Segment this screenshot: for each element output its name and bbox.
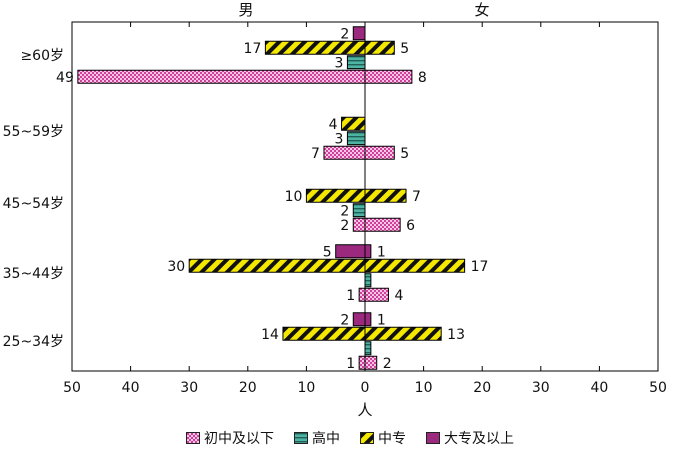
data-label-male: 3 [334, 131, 343, 147]
category-label: 55~59岁 [3, 124, 64, 140]
x-tick-label: 30 [532, 380, 550, 396]
bar-male-junior-high [77, 69, 366, 84]
data-label-female: 17 [471, 259, 489, 275]
bar-male-high-school [346, 131, 366, 146]
data-label-male: 5 [323, 244, 332, 260]
x-tick-label: 0 [361, 380, 370, 396]
data-label-male: 49 [56, 70, 74, 86]
x-tick-label: 40 [590, 380, 608, 396]
legend-label-vocational: 中专 [378, 431, 406, 447]
bar-male-high-school [346, 55, 366, 70]
bar-female-junior-high [364, 69, 413, 84]
data-label-female: 1 [377, 244, 386, 260]
butterfly-bar-chart: 男 女 人 50 40 30 20 10 0 10 20 30 40 50 ≥60岁55~59岁45… [3, 1, 667, 419]
x-tick-label: 10 [297, 380, 315, 396]
bar-male-vocational [305, 188, 366, 203]
bar-male-vocational [341, 116, 366, 131]
data-label-male: 3 [334, 55, 343, 71]
bar-female-high-school [364, 273, 372, 288]
bar-male-college [335, 244, 366, 259]
bar-female-junior-high [364, 355, 378, 370]
bar-female-vocational [364, 258, 466, 273]
bar-male-high-school [352, 203, 366, 218]
legend-label-high-school: 高中 [312, 431, 340, 447]
right-side-label: 女 [474, 1, 489, 19]
category-label: 45~54岁 [3, 196, 64, 212]
legend-item-junior-high: 初中及以下 [186, 428, 274, 448]
data-label-male: 7 [311, 146, 320, 162]
data-label-male: 2 [340, 218, 349, 234]
bar-male-junior-high [323, 145, 366, 160]
data-label-female: 8 [418, 70, 427, 86]
category-label: 25~34岁 [3, 334, 64, 350]
bar-male-junior-high [358, 355, 366, 370]
bar-male-junior-high [358, 287, 366, 302]
data-label-male: 17 [244, 41, 262, 57]
bar-male-college [352, 26, 366, 41]
x-tick-label: 40 [122, 380, 140, 396]
legend-item-high-school: 高中 [294, 428, 340, 448]
left-side-label: 男 [238, 1, 253, 19]
data-label-male: 10 [285, 189, 303, 205]
bar-female-vocational [364, 188, 407, 203]
x-tick-label: 50 [63, 380, 81, 396]
category-label: ≥60岁 [20, 48, 64, 64]
data-label-male: 2 [340, 203, 349, 219]
x-tick-label: 50 [649, 380, 667, 396]
data-label-male: 1 [346, 356, 355, 372]
data-label-female: 13 [447, 327, 465, 343]
legend-label-college: 大专及以上 [444, 431, 514, 447]
legend-swatch-diagonal [360, 432, 374, 444]
bar-female-college [364, 312, 372, 327]
bar-female-junior-high [364, 287, 389, 302]
legend-swatch-hlines [294, 432, 308, 444]
legend: 初中及以下 高中 中专 大专及以上 [0, 427, 700, 449]
data-label-male: 14 [261, 327, 279, 343]
data-label-female: 5 [400, 146, 409, 162]
bar-female-junior-high [364, 217, 401, 232]
bar-male-vocational [188, 258, 366, 273]
bar-male-vocational [264, 40, 366, 55]
data-label-female: 2 [383, 356, 392, 372]
legend-item-vocational: 中专 [360, 428, 406, 448]
bar-male-college [352, 312, 366, 327]
bar-female-high-school [364, 341, 372, 356]
data-label-male: 4 [329, 117, 338, 133]
data-label-male: 1 [346, 288, 355, 304]
bar-female-junior-high [364, 145, 395, 160]
legend-label-junior-high: 初中及以下 [204, 431, 274, 447]
x-tick-label: 20 [473, 380, 491, 396]
data-label-female: 5 [400, 41, 409, 57]
data-label-female: 7 [412, 189, 421, 205]
x-tick-label: 30 [180, 380, 198, 396]
data-label-female: 6 [406, 218, 415, 234]
data-label-female: 1 [377, 312, 386, 328]
bar-female-vocational [364, 326, 442, 341]
legend-swatch-solid [426, 432, 440, 444]
legend-item-college: 大专及以上 [426, 428, 514, 448]
category-label: 35~44岁 [3, 266, 64, 282]
bar-female-vocational [364, 40, 395, 55]
bar-male-vocational [282, 326, 366, 341]
data-label-male: 2 [340, 312, 349, 328]
bar-female-college [364, 244, 372, 259]
data-label-female: 4 [394, 288, 403, 304]
data-label-male: 2 [340, 26, 349, 42]
x-axis-label: 人 [357, 401, 372, 419]
data-label-male: 30 [167, 259, 185, 275]
legend-swatch-checker [186, 432, 200, 444]
x-tick-label: 10 [415, 380, 433, 396]
bar-male-junior-high [352, 217, 366, 232]
x-tick-label: 20 [239, 380, 257, 396]
